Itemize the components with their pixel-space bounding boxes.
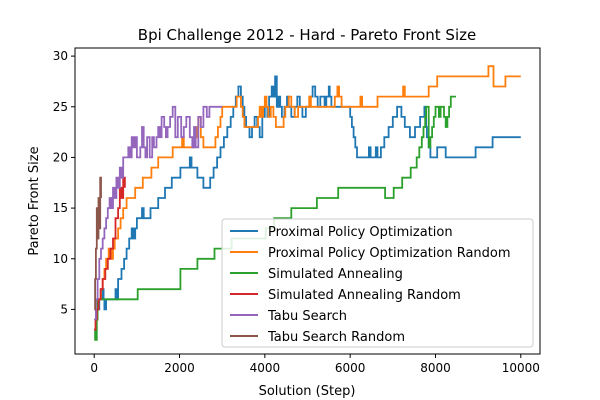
x-tick-label-5: 8000: [420, 361, 451, 375]
series-line-1: [94, 75, 521, 331]
legend-label-4: Simulated Annealing Random: [268, 288, 461, 303]
y-tick-label-1: 5: [60, 302, 68, 316]
legend-box: [221, 218, 534, 348]
y-tick-label-2: 10: [53, 252, 68, 266]
y-axis-ticks: 5 10 15 20 25 30: [53, 49, 75, 316]
y-tick-label-6: 30: [53, 49, 68, 63]
legend-label-3: Simulated Annealing: [268, 267, 403, 282]
legend-label-6: Tabu Search Random: [267, 330, 405, 345]
x-axis-label: Solution (Step): [259, 384, 356, 399]
series-line-3: [94, 95, 456, 341]
legend-label-5: Tabu Search: [267, 309, 347, 324]
series-line-4: [94, 176, 126, 331]
y-axis-label: Pareto Front Size: [27, 146, 42, 255]
legend-label-2: Proximal Policy Optimization Random: [268, 246, 511, 261]
x-tick-label-1: 0: [90, 361, 98, 375]
plot-series: [94, 65, 521, 341]
legend-label-1: Proximal Policy Optimization: [268, 225, 453, 240]
y-tick-label-3: 15: [53, 201, 68, 215]
series-line-2: [94, 65, 521, 321]
legend: Proximal Policy Optimization Proximal Pol…: [221, 218, 534, 348]
plot-frame: [74, 47, 541, 355]
series-line-5: [94, 105, 223, 321]
x-tick-label-4: 6000: [335, 361, 366, 375]
x-tick-label-3: 4000: [250, 361, 281, 375]
x-axis-ticks: 0 2000 4000 6000 8000 10000: [90, 354, 540, 375]
series-line-6: [94, 176, 102, 311]
x-tick-label-6: 10000: [502, 361, 540, 375]
y-tick-label-4: 20: [53, 150, 68, 164]
chart-title: Bpi Challenge 2012 - Hard - Pareto Front…: [138, 26, 476, 44]
x-tick-label-2: 2000: [164, 361, 195, 375]
y-tick-label-5: 25: [53, 100, 68, 114]
